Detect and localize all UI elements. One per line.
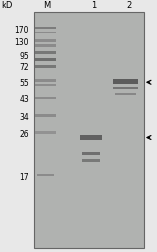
Text: 95: 95: [19, 52, 29, 61]
Text: 72: 72: [19, 63, 29, 72]
Bar: [35, 32, 56, 34]
Bar: [35, 40, 56, 43]
Bar: [82, 160, 100, 162]
Text: 170: 170: [15, 26, 29, 35]
Text: 34: 34: [19, 112, 29, 121]
Text: kD: kD: [2, 1, 13, 10]
Bar: [35, 58, 56, 61]
Bar: [35, 84, 56, 86]
Text: M: M: [43, 1, 51, 10]
Bar: [35, 52, 56, 55]
Bar: [113, 79, 138, 85]
Text: 130: 130: [15, 38, 29, 47]
Bar: [35, 115, 56, 117]
Bar: [35, 66, 56, 69]
Bar: [80, 135, 102, 141]
Bar: [35, 28, 56, 30]
Text: 26: 26: [19, 130, 29, 139]
Text: 2: 2: [126, 1, 131, 10]
Bar: [37, 174, 54, 176]
Bar: [35, 45, 56, 47]
Text: 43: 43: [19, 95, 29, 104]
Bar: [115, 93, 136, 96]
Bar: [35, 80, 56, 82]
Bar: [113, 87, 138, 90]
Bar: [35, 132, 56, 134]
Text: 1: 1: [92, 1, 97, 10]
Bar: [82, 153, 100, 155]
Text: 17: 17: [19, 172, 29, 181]
Bar: [34, 13, 144, 248]
Bar: [35, 98, 56, 100]
Text: 55: 55: [19, 79, 29, 88]
